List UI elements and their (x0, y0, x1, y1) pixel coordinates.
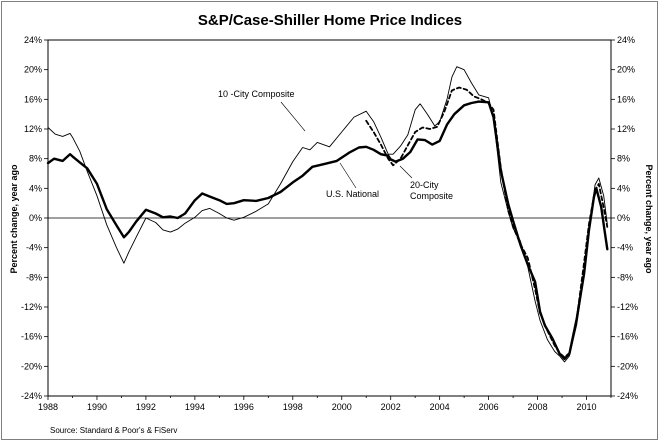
x-tick-label: 2010 (577, 402, 597, 412)
source-note: Source: Standard & Poor's & FiServ (50, 426, 177, 435)
y-tick-label-left: -24% (21, 391, 42, 401)
y-tick-label-right: 16% (617, 94, 635, 104)
annotation-20-city-leader (399, 165, 413, 179)
y-axis-label-right: Percent change, year ago (644, 164, 654, 274)
annotation-us-national: U.S. National (326, 189, 379, 199)
y-tick-label-right: 8% (617, 154, 630, 164)
y-tick-label-left: -4% (26, 243, 42, 253)
x-tick-label: 2004 (430, 402, 450, 412)
y-tick-label-right: 20% (617, 65, 635, 75)
y-tick-label-right: -12% (617, 302, 638, 312)
y-tick-label-right: 4% (617, 183, 630, 193)
y-tick-label-right: -24% (617, 391, 638, 401)
y-tick-label-right: 12% (617, 124, 635, 134)
y-tick-label-left: -12% (21, 302, 42, 312)
y-tick-label-left: 8% (29, 154, 42, 164)
annotation-10-city-leader (280, 101, 306, 132)
y-tick-label-left: 24% (24, 35, 42, 45)
x-tick-label: 1992 (136, 402, 156, 412)
x-tick-label: 1988 (38, 402, 58, 412)
y-tick-label-right: -20% (617, 361, 638, 371)
x-tick-label: 1990 (87, 402, 107, 412)
y-tick-label-right: 24% (617, 35, 635, 45)
y-axis-label-left: Percent change, year ago (9, 164, 19, 274)
series-line-u-s-national (46, 100, 609, 361)
annotation-us-national-leader (339, 162, 357, 189)
y-tick-label-left: -8% (26, 272, 42, 282)
y-tick-label-right: 0% (617, 213, 630, 223)
y-tick-label-right: -16% (617, 332, 638, 342)
x-tick-label: 2000 (332, 402, 352, 412)
x-tick-label: 2006 (479, 402, 499, 412)
y-tick-label-right: -4% (617, 243, 633, 253)
x-tick-label: 1994 (185, 402, 205, 412)
annotation-20-city-line1: 20-City (410, 180, 439, 190)
y-tick-label-left: -16% (21, 332, 42, 342)
y-tick-label-left: 12% (24, 124, 42, 134)
y-tick-label-left: 20% (24, 65, 42, 75)
y-tick-label-left: 4% (29, 183, 42, 193)
y-tick-label-right: -8% (617, 272, 633, 282)
y-tick-label-left: 0% (29, 213, 42, 223)
annotation-10-city: 10 -City Composite (218, 89, 295, 99)
annotation-20-city-line2: Composite (410, 191, 453, 201)
series-line-20-city-composite (365, 86, 609, 359)
y-tick-label-left: -20% (21, 361, 42, 371)
y-tick-label-left: 16% (24, 94, 42, 104)
x-tick-label: 1998 (283, 402, 303, 412)
x-tick-label: 2008 (528, 402, 548, 412)
chart-title: S&P/Case-Shiller Home Price Indices (198, 12, 462, 29)
x-tick-label: 1996 (234, 402, 254, 412)
series-line-10-city-composite (47, 66, 608, 363)
x-tick-label: 2002 (381, 402, 401, 412)
